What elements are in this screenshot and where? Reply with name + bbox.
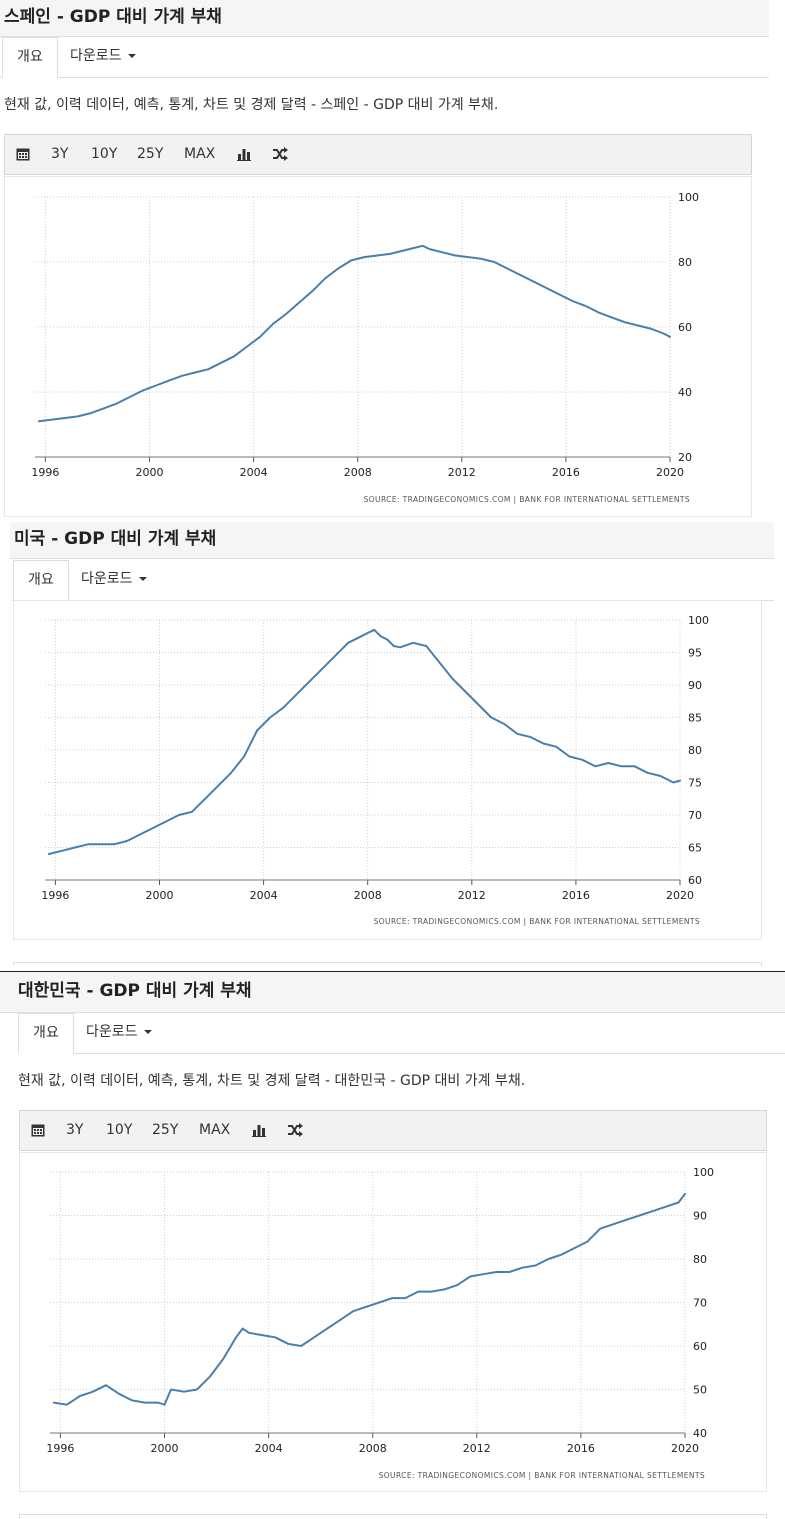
range-10y-button[interactable]: 10Y (106, 1122, 133, 1138)
description: 현재 값, 이력 데이터, 예측, 통계, 차트 및 경제 달력 - 대한민국 … (18, 1073, 526, 1089)
chart-toolbar: 3Y 10Y 25Y MAX (19, 1110, 767, 1151)
section-title: 미국 - GDP 대비 가계 부채 (14, 529, 217, 549)
tab-download-label: 다운로드 (86, 1024, 138, 1040)
tab-download-label: 다운로드 (70, 48, 122, 64)
tab-overview-label: 개요 (33, 1025, 59, 1041)
x-tick-label: 2008 (344, 466, 372, 479)
page-title: 대한민국 - GDP 대비 가계 부채 (0, 972, 785, 1013)
y-tick-label: 60 (693, 1340, 707, 1353)
y-tick-label: 65 (688, 842, 702, 855)
calendar-icon[interactable] (31, 1111, 45, 1150)
chart-svg: 20 40 60 80 100 1996 2000 2004 2008 2012 2016 2020 S… (31, 191, 699, 504)
range-max-button[interactable]: MAX (199, 1122, 231, 1138)
x-tick-label: 1996 (31, 466, 59, 479)
x-tick-label: 2000 (146, 889, 174, 902)
source-note: SOURCE: TRADINGECONOMICS.COM | BANK FOR … (364, 495, 690, 504)
y-tick-label: 70 (688, 809, 702, 822)
tab-overview-label: 개요 (28, 572, 54, 588)
divider (0, 971, 785, 972)
chart-toolbar: 3Y 10Y 25Y MAX (4, 134, 752, 175)
x-tick-label: 2020 (666, 889, 694, 902)
chart-svg: 60 65 70 75 80 85 90 95 100 1996 2000 2004 2008 2012 2… (41, 614, 709, 926)
shuffle-icon[interactable] (272, 135, 288, 174)
y-tick-label: 40 (693, 1427, 707, 1440)
y-tick-label: 70 (693, 1297, 707, 1310)
x-tick-label: 2008 (359, 1442, 387, 1455)
y-tick-label: 85 (688, 712, 702, 725)
y-tick-label: 80 (688, 744, 702, 757)
series-line (37, 244, 671, 423)
range-25y-button[interactable]: 25Y (137, 146, 164, 162)
description: 현재 값, 이력 데이터, 예측, 통계, 차트 및 경제 달력 - 스페인 -… (4, 97, 499, 113)
tab-download[interactable]: 다운로드 (72, 1013, 166, 1054)
tab-overview[interactable]: 개요 (2, 37, 58, 78)
chevron-down-icon (138, 577, 147, 581)
chart-container: 20 40 60 80 100 1996 2000 2004 2008 2012 2016 2020 S… (4, 176, 752, 517)
x-tick-label: 2004 (255, 1442, 283, 1455)
x-tick-label: 1996 (46, 1442, 74, 1455)
x-tick-label: 2016 (562, 889, 590, 902)
calendar-icon[interactable] (16, 135, 30, 174)
chart-container: 40 50 60 70 80 90 100 1996 2000 2004 2008 2012 2016 2… (19, 1152, 767, 1492)
page-title: 스페인 - GDP 대비 가계 부채 (0, 0, 769, 37)
shuffle-icon[interactable] (287, 1111, 303, 1150)
x-tick-label: 2004 (250, 889, 278, 902)
tab-overview[interactable]: 개요 (18, 1013, 74, 1054)
tab-overview[interactable]: 개요 (13, 560, 69, 601)
x-tick-label: 2008 (354, 889, 382, 902)
series-line (52, 1192, 686, 1406)
panel-edge (13, 962, 762, 966)
chevron-down-icon (143, 1030, 152, 1034)
x-tick-label: 2012 (458, 889, 486, 902)
range-25y-button[interactable]: 25Y (152, 1122, 179, 1138)
y-tick-label: 40 (678, 386, 692, 399)
tab-download[interactable]: 다운로드 (56, 37, 150, 78)
x-tick-label: 2000 (136, 466, 164, 479)
x-tick-label: 2000 (151, 1442, 179, 1455)
y-tick-label: 100 (678, 191, 699, 204)
section-title: 대한민국 - GDP 대비 가계 부채 (18, 981, 252, 1001)
source-note: SOURCE: TRADINGECONOMICS.COM | BANK FOR … (374, 917, 700, 926)
y-tick-label: 95 (688, 647, 702, 660)
y-tick-label: 75 (688, 777, 702, 790)
tab-overview-label: 개요 (17, 49, 43, 65)
tab-bar: 개요 다운로드 (18, 1013, 785, 1054)
x-tick-label: 2020 (671, 1442, 699, 1455)
x-tick-label: 2016 (567, 1442, 595, 1455)
y-tick-label: 60 (678, 321, 692, 334)
y-tick-label: 80 (693, 1253, 707, 1266)
tab-download[interactable]: 다운로드 (67, 560, 161, 601)
range-3y-button[interactable]: 3Y (66, 1122, 84, 1138)
page-title: 미국 - GDP 대비 가계 부채 (10, 522, 774, 559)
section-title: 스페인 - GDP 대비 가계 부채 (4, 7, 222, 27)
bar-chart-icon[interactable] (252, 1111, 266, 1150)
tab-download-label: 다운로드 (81, 571, 133, 587)
x-tick-label: 2016 (552, 466, 580, 479)
x-tick-label: 2012 (463, 1442, 491, 1455)
chart-container: 60 65 70 75 80 85 90 95 100 1996 2000 2004 2008 2012 2… (13, 600, 762, 940)
tab-bar: 개요 다운로드 (0, 37, 769, 78)
y-tick-label: 20 (678, 451, 692, 464)
source-note: SOURCE: TRADINGECONOMICS.COM | BANK FOR … (379, 1471, 705, 1480)
range-max-button[interactable]: MAX (184, 146, 216, 162)
y-tick-label: 100 (693, 1166, 714, 1179)
x-tick-label: 2020 (656, 466, 684, 479)
y-tick-label: 80 (678, 256, 692, 269)
x-tick-label: 2012 (448, 466, 476, 479)
y-tick-label: 100 (688, 614, 709, 627)
panel-edge (19, 1514, 767, 1519)
y-tick-label: 60 (688, 874, 702, 887)
x-tick-label: 1996 (41, 889, 69, 902)
range-10y-button[interactable]: 10Y (91, 146, 118, 162)
chart-svg: 40 50 60 70 80 90 100 1996 2000 2004 2008 2012 2016 2… (46, 1166, 714, 1480)
series-line (47, 628, 681, 855)
range-3y-button[interactable]: 3Y (51, 146, 69, 162)
chevron-down-icon (127, 54, 136, 58)
y-tick-label: 90 (693, 1210, 707, 1223)
y-tick-label: 50 (693, 1384, 707, 1397)
x-tick-label: 2004 (240, 466, 268, 479)
y-tick-label: 90 (688, 679, 702, 692)
tab-bar: 개요 다운로드 (12, 560, 774, 601)
bar-chart-icon[interactable] (237, 135, 251, 174)
